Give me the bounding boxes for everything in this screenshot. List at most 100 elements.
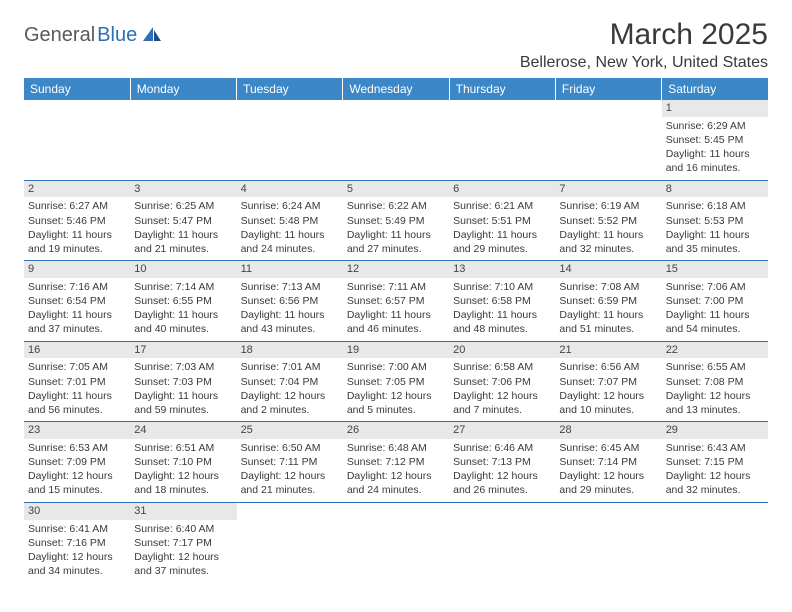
logo-text-blue: Blue [97,24,137,47]
sunrise-line: Sunrise: 7:06 AM [666,280,764,294]
calendar-cell: 14Sunrise: 7:08 AMSunset: 6:59 PMDayligh… [555,261,661,342]
calendar-cell: 12Sunrise: 7:11 AMSunset: 6:57 PMDayligh… [343,261,449,342]
day-header: Wednesday [343,78,449,100]
sunset-line: Sunset: 6:54 PM [28,294,126,308]
sunset-line: Sunset: 5:47 PM [134,214,232,228]
calendar-cell: 1Sunrise: 6:29 AMSunset: 5:45 PMDaylight… [662,100,768,180]
day-number: 31 [130,503,236,520]
daylight-line: Daylight: 12 hours and 21 minutes. [241,469,339,497]
sunrise-line: Sunrise: 6:43 AM [666,441,764,455]
day-number: 16 [24,342,130,359]
day-number: 13 [449,261,555,278]
calendar-cell: 4Sunrise: 6:24 AMSunset: 5:48 PMDaylight… [237,180,343,261]
daylight-line: Daylight: 11 hours and 40 minutes. [134,308,232,336]
daylight-line: Daylight: 11 hours and 19 minutes. [28,228,126,256]
calendar-cell: 8Sunrise: 6:18 AMSunset: 5:53 PMDaylight… [662,180,768,261]
sunset-line: Sunset: 6:58 PM [453,294,551,308]
calendar-cell [449,100,555,180]
calendar-header-row: SundayMondayTuesdayWednesdayThursdayFrid… [24,78,768,100]
calendar-cell: 24Sunrise: 6:51 AMSunset: 7:10 PMDayligh… [130,422,236,503]
day-number: 20 [449,342,555,359]
daylight-line: Daylight: 12 hours and 37 minutes. [134,550,232,578]
day-number: 29 [662,422,768,439]
calendar-cell: 29Sunrise: 6:43 AMSunset: 7:15 PMDayligh… [662,422,768,503]
calendar-row: 2Sunrise: 6:27 AMSunset: 5:46 PMDaylight… [24,180,768,261]
day-header: Saturday [662,78,768,100]
daylight-line: Daylight: 11 hours and 24 minutes. [241,228,339,256]
sunrise-line: Sunrise: 7:08 AM [559,280,657,294]
calendar-cell [343,100,449,180]
month-title: March 2025 [520,18,768,52]
calendar-row: 16Sunrise: 7:05 AMSunset: 7:01 PMDayligh… [24,341,768,422]
calendar-cell [24,100,130,180]
sunrise-line: Sunrise: 7:14 AM [134,280,232,294]
sunrise-line: Sunrise: 6:58 AM [453,360,551,374]
daylight-line: Daylight: 11 hours and 29 minutes. [453,228,551,256]
calendar-row: 1Sunrise: 6:29 AMSunset: 5:45 PMDaylight… [24,100,768,180]
day-number: 23 [24,422,130,439]
calendar-cell [130,100,236,180]
calendar-cell: 9Sunrise: 7:16 AMSunset: 6:54 PMDaylight… [24,261,130,342]
day-number: 11 [237,261,343,278]
day-header: Sunday [24,78,130,100]
daylight-line: Daylight: 11 hours and 54 minutes. [666,308,764,336]
daylight-line: Daylight: 12 hours and 10 minutes. [559,389,657,417]
sunset-line: Sunset: 7:10 PM [134,455,232,469]
day-number: 14 [555,261,661,278]
logo: General Blue [24,24,163,47]
day-number: 10 [130,261,236,278]
daylight-line: Daylight: 11 hours and 46 minutes. [347,308,445,336]
location: Bellerose, New York, United States [520,54,768,72]
sunset-line: Sunset: 7:11 PM [241,455,339,469]
sail-icon [141,25,163,46]
calendar-cell: 20Sunrise: 6:58 AMSunset: 7:06 PMDayligh… [449,341,555,422]
sunset-line: Sunset: 7:14 PM [559,455,657,469]
calendar-cell: 25Sunrise: 6:50 AMSunset: 7:11 PMDayligh… [237,422,343,503]
sunset-line: Sunset: 6:55 PM [134,294,232,308]
calendar-cell: 15Sunrise: 7:06 AMSunset: 7:00 PMDayligh… [662,261,768,342]
sunrise-line: Sunrise: 6:51 AM [134,441,232,455]
logo-text-dark: General [24,24,95,47]
sunset-line: Sunset: 5:52 PM [559,214,657,228]
sunset-line: Sunset: 5:48 PM [241,214,339,228]
calendar-cell: 3Sunrise: 6:25 AMSunset: 5:47 PMDaylight… [130,180,236,261]
header-right: March 2025 Bellerose, New York, United S… [520,18,768,72]
day-number: 19 [343,342,449,359]
calendar-row: 9Sunrise: 7:16 AMSunset: 6:54 PMDaylight… [24,261,768,342]
sunrise-line: Sunrise: 6:48 AM [347,441,445,455]
sunrise-line: Sunrise: 7:05 AM [28,360,126,374]
calendar-cell: 21Sunrise: 6:56 AMSunset: 7:07 PMDayligh… [555,341,661,422]
day-number: 7 [555,181,661,198]
day-header: Friday [555,78,661,100]
calendar-cell [237,502,343,582]
day-number: 2 [24,181,130,198]
day-number: 27 [449,422,555,439]
sunrise-line: Sunrise: 7:03 AM [134,360,232,374]
day-number: 25 [237,422,343,439]
sunrise-line: Sunrise: 6:25 AM [134,199,232,213]
day-header: Thursday [449,78,555,100]
calendar-cell: 28Sunrise: 6:45 AMSunset: 7:14 PMDayligh… [555,422,661,503]
sunset-line: Sunset: 7:12 PM [347,455,445,469]
sunset-line: Sunset: 5:45 PM [666,133,764,147]
sunrise-line: Sunrise: 6:29 AM [666,119,764,133]
sunrise-line: Sunrise: 6:18 AM [666,199,764,213]
sunrise-line: Sunrise: 7:13 AM [241,280,339,294]
calendar-cell: 31Sunrise: 6:40 AMSunset: 7:17 PMDayligh… [130,502,236,582]
day-number: 12 [343,261,449,278]
day-number: 9 [24,261,130,278]
sunrise-line: Sunrise: 7:00 AM [347,360,445,374]
calendar-cell [662,502,768,582]
day-number: 22 [662,342,768,359]
daylight-line: Daylight: 12 hours and 29 minutes. [559,469,657,497]
sunset-line: Sunset: 5:51 PM [453,214,551,228]
day-header: Monday [130,78,236,100]
sunrise-line: Sunrise: 6:46 AM [453,441,551,455]
sunrise-line: Sunrise: 7:10 AM [453,280,551,294]
sunset-line: Sunset: 6:57 PM [347,294,445,308]
calendar-cell: 6Sunrise: 6:21 AMSunset: 5:51 PMDaylight… [449,180,555,261]
calendar-cell: 27Sunrise: 6:46 AMSunset: 7:13 PMDayligh… [449,422,555,503]
sunset-line: Sunset: 5:49 PM [347,214,445,228]
calendar-cell: 19Sunrise: 7:00 AMSunset: 7:05 PMDayligh… [343,341,449,422]
calendar-cell: 22Sunrise: 6:55 AMSunset: 7:08 PMDayligh… [662,341,768,422]
